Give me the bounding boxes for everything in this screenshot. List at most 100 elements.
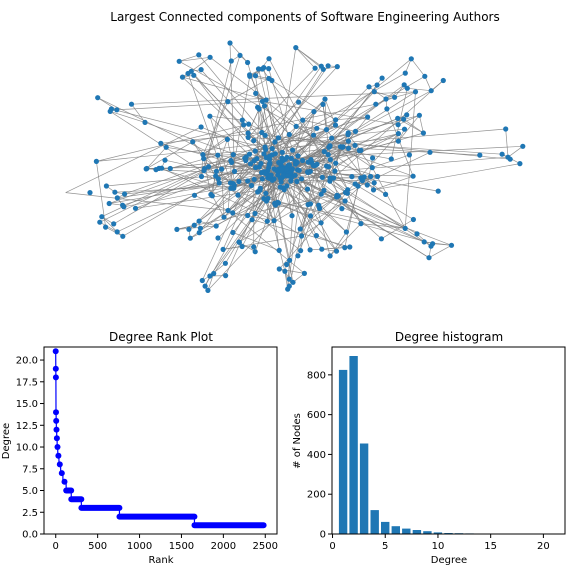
network-edge — [394, 91, 416, 98]
network-node — [107, 108, 113, 114]
network-edge — [275, 129, 327, 155]
rank-plot-ylabel: Degree — [1, 423, 12, 459]
network-edge — [318, 196, 337, 206]
network-node — [256, 106, 262, 112]
network-node — [202, 283, 208, 289]
network-node — [231, 168, 238, 174]
network-node — [401, 82, 407, 88]
network-edge — [96, 123, 249, 162]
network-node — [517, 161, 523, 167]
rank-ytick-label: 12.5 — [16, 421, 38, 432]
network-node — [196, 218, 202, 224]
network-node — [395, 115, 401, 121]
network-node — [428, 88, 434, 94]
network-edge — [209, 116, 231, 184]
network-node — [384, 106, 390, 112]
network-node — [215, 235, 221, 241]
network-edge — [176, 224, 195, 230]
network-node — [284, 154, 290, 160]
network-node — [308, 157, 314, 163]
network-node — [368, 173, 374, 180]
rank-plot-marker — [55, 452, 62, 459]
network-node — [295, 253, 301, 259]
network-node — [200, 152, 206, 158]
network-edge — [424, 241, 452, 246]
network-edge — [360, 177, 439, 192]
network-node — [345, 145, 352, 151]
network-edge — [428, 244, 452, 259]
network-edge — [300, 200, 346, 230]
network-node — [300, 117, 306, 123]
network-node — [349, 174, 355, 180]
network-node — [284, 183, 290, 189]
network-node — [374, 173, 381, 180]
network-node — [320, 101, 326, 107]
network-node — [213, 223, 219, 229]
network-node — [358, 221, 364, 227]
network-node — [236, 178, 242, 185]
network-edge — [295, 174, 323, 178]
network-node — [247, 72, 253, 78]
network-node — [196, 52, 202, 58]
network-node — [158, 140, 164, 146]
network-edge — [319, 208, 347, 233]
network-node — [220, 246, 226, 252]
network-node — [414, 231, 420, 237]
network-edge — [347, 134, 362, 151]
network-node — [301, 270, 307, 276]
network-edge — [203, 158, 222, 170]
network-edge — [278, 202, 322, 224]
network-node — [274, 168, 280, 174]
network-node — [352, 181, 358, 187]
network-node — [219, 166, 225, 172]
network-edge — [135, 157, 267, 209]
network-edge — [286, 185, 293, 216]
network-edge — [301, 222, 322, 237]
network-node — [246, 121, 252, 127]
network-node — [236, 239, 242, 245]
network-node — [311, 132, 317, 138]
network-node — [435, 188, 441, 194]
network-node — [176, 58, 182, 64]
network-node — [198, 173, 205, 180]
rank-xtick-label: 2000 — [211, 541, 236, 552]
network-node — [276, 247, 282, 253]
network-node — [207, 113, 213, 119]
network-node — [259, 176, 265, 182]
network-edge — [277, 202, 406, 229]
network-node — [254, 156, 260, 162]
network-edge — [249, 74, 269, 79]
network-node — [262, 132, 268, 138]
network-edge — [247, 132, 273, 156]
network-node — [345, 138, 351, 144]
network-node — [266, 56, 272, 62]
network-nodes — [87, 40, 526, 293]
network-node — [224, 136, 230, 142]
network-node — [395, 122, 401, 128]
network-node — [267, 173, 273, 179]
network-node — [142, 119, 148, 125]
network-edge — [381, 219, 414, 240]
network-edge — [179, 56, 211, 62]
network-node — [206, 164, 212, 170]
network-node — [327, 178, 333, 184]
network-node — [276, 266, 282, 272]
network-node — [345, 187, 351, 193]
network-node — [289, 213, 295, 219]
network-node — [286, 131, 292, 138]
network-node — [271, 218, 277, 224]
network-edge — [111, 108, 283, 153]
network-edge — [116, 101, 263, 111]
network-node — [520, 143, 526, 149]
network-node — [128, 101, 135, 107]
network-edge — [191, 57, 211, 72]
network-edge — [131, 91, 416, 105]
rank-plot-title: Degree Rank Plot — [109, 330, 213, 344]
network-node — [319, 246, 325, 252]
network-node — [401, 116, 407, 122]
network-node — [159, 165, 165, 171]
network-node — [404, 112, 410, 118]
network-node — [247, 161, 254, 167]
network-node — [267, 160, 273, 166]
